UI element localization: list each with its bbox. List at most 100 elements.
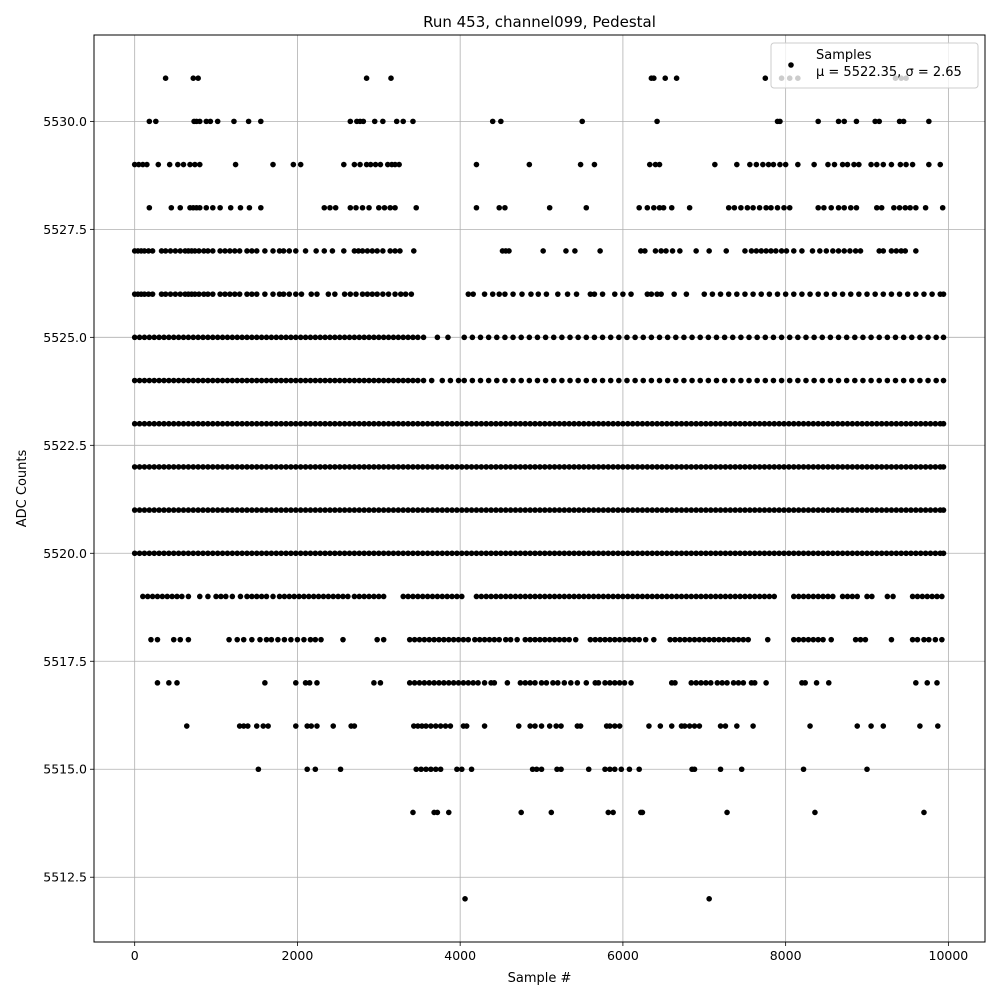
data-point <box>327 204 333 211</box>
data-point <box>224 377 231 384</box>
data-point <box>888 636 895 643</box>
data-point <box>900 377 907 384</box>
data-point <box>590 464 597 470</box>
data-point <box>366 550 372 557</box>
data-point <box>576 550 582 557</box>
data-point <box>561 507 568 513</box>
data-point <box>175 420 182 427</box>
data-point <box>859 464 865 470</box>
data-point <box>219 377 226 384</box>
data-point <box>507 593 514 600</box>
data-point <box>214 550 221 557</box>
data-point <box>195 550 201 557</box>
data-point <box>766 464 773 470</box>
data-point <box>932 464 939 470</box>
data-point <box>146 334 153 341</box>
data-point <box>669 248 676 254</box>
data-point <box>286 248 293 254</box>
data-point <box>639 420 646 427</box>
data-point <box>141 420 148 427</box>
data-point <box>166 680 172 686</box>
data-point <box>214 420 221 427</box>
data-point <box>903 550 909 557</box>
data-point <box>853 204 860 211</box>
data-point <box>322 507 328 513</box>
data-point <box>371 377 377 384</box>
data-point <box>449 507 455 513</box>
data-point <box>415 377 421 384</box>
data-point <box>496 291 503 297</box>
data-point <box>756 550 763 557</box>
data-point <box>615 507 621 513</box>
data-point <box>205 593 211 600</box>
data-point <box>548 809 555 816</box>
data-point <box>689 377 695 384</box>
data-point <box>717 593 724 600</box>
data-point <box>559 334 565 341</box>
y-tick-label: 5517.5 <box>43 654 87 669</box>
data-point <box>709 291 716 297</box>
data-point <box>567 377 573 384</box>
data-point <box>742 420 748 427</box>
data-point <box>844 550 851 557</box>
data-point <box>738 766 745 773</box>
data-point <box>321 204 328 211</box>
data-point <box>144 161 150 168</box>
data-point <box>777 118 783 125</box>
data-point <box>158 248 165 254</box>
data-point <box>611 291 618 297</box>
data-point <box>454 766 460 773</box>
data-point <box>644 550 651 557</box>
data-point <box>154 593 161 600</box>
data-point <box>270 593 276 600</box>
data-point <box>742 507 748 513</box>
data-point <box>558 723 564 729</box>
data-point <box>205 420 211 427</box>
data-point <box>579 118 586 125</box>
data-point <box>590 507 597 513</box>
data-point <box>406 636 413 643</box>
data-point <box>688 593 695 600</box>
data-point <box>200 550 206 557</box>
data-point <box>177 636 184 643</box>
data-point <box>419 420 426 427</box>
data-point <box>908 377 915 384</box>
data-point <box>185 636 192 643</box>
data-point <box>141 550 148 557</box>
data-point <box>543 680 550 686</box>
data-point <box>805 464 812 470</box>
data-point <box>506 248 512 254</box>
data-point <box>253 723 260 729</box>
data-point <box>307 507 314 513</box>
data-point <box>249 464 255 470</box>
data-point <box>717 507 724 513</box>
data-point <box>410 377 416 384</box>
data-point <box>413 204 420 211</box>
data-point <box>551 636 558 643</box>
data-point <box>280 248 287 254</box>
data-point <box>234 420 241 427</box>
data-point <box>844 420 851 427</box>
data-point <box>214 377 221 384</box>
data-point <box>587 636 594 643</box>
data-point <box>825 464 831 470</box>
data-point <box>639 464 646 470</box>
data-point <box>807 291 813 297</box>
data-point <box>888 550 895 557</box>
data-point <box>478 464 485 470</box>
data-point <box>375 204 382 211</box>
data-point <box>605 593 612 600</box>
data-point <box>746 334 752 341</box>
data-point <box>185 507 192 513</box>
data-point <box>908 464 914 470</box>
data-point <box>703 593 709 600</box>
data-point <box>268 636 275 643</box>
data-point <box>214 507 221 513</box>
data-point <box>585 464 592 470</box>
data-point <box>253 507 260 513</box>
data-point <box>611 723 618 729</box>
data-point <box>707 680 714 686</box>
data-point <box>419 593 426 600</box>
data-point <box>576 420 582 427</box>
data-point <box>691 766 698 773</box>
